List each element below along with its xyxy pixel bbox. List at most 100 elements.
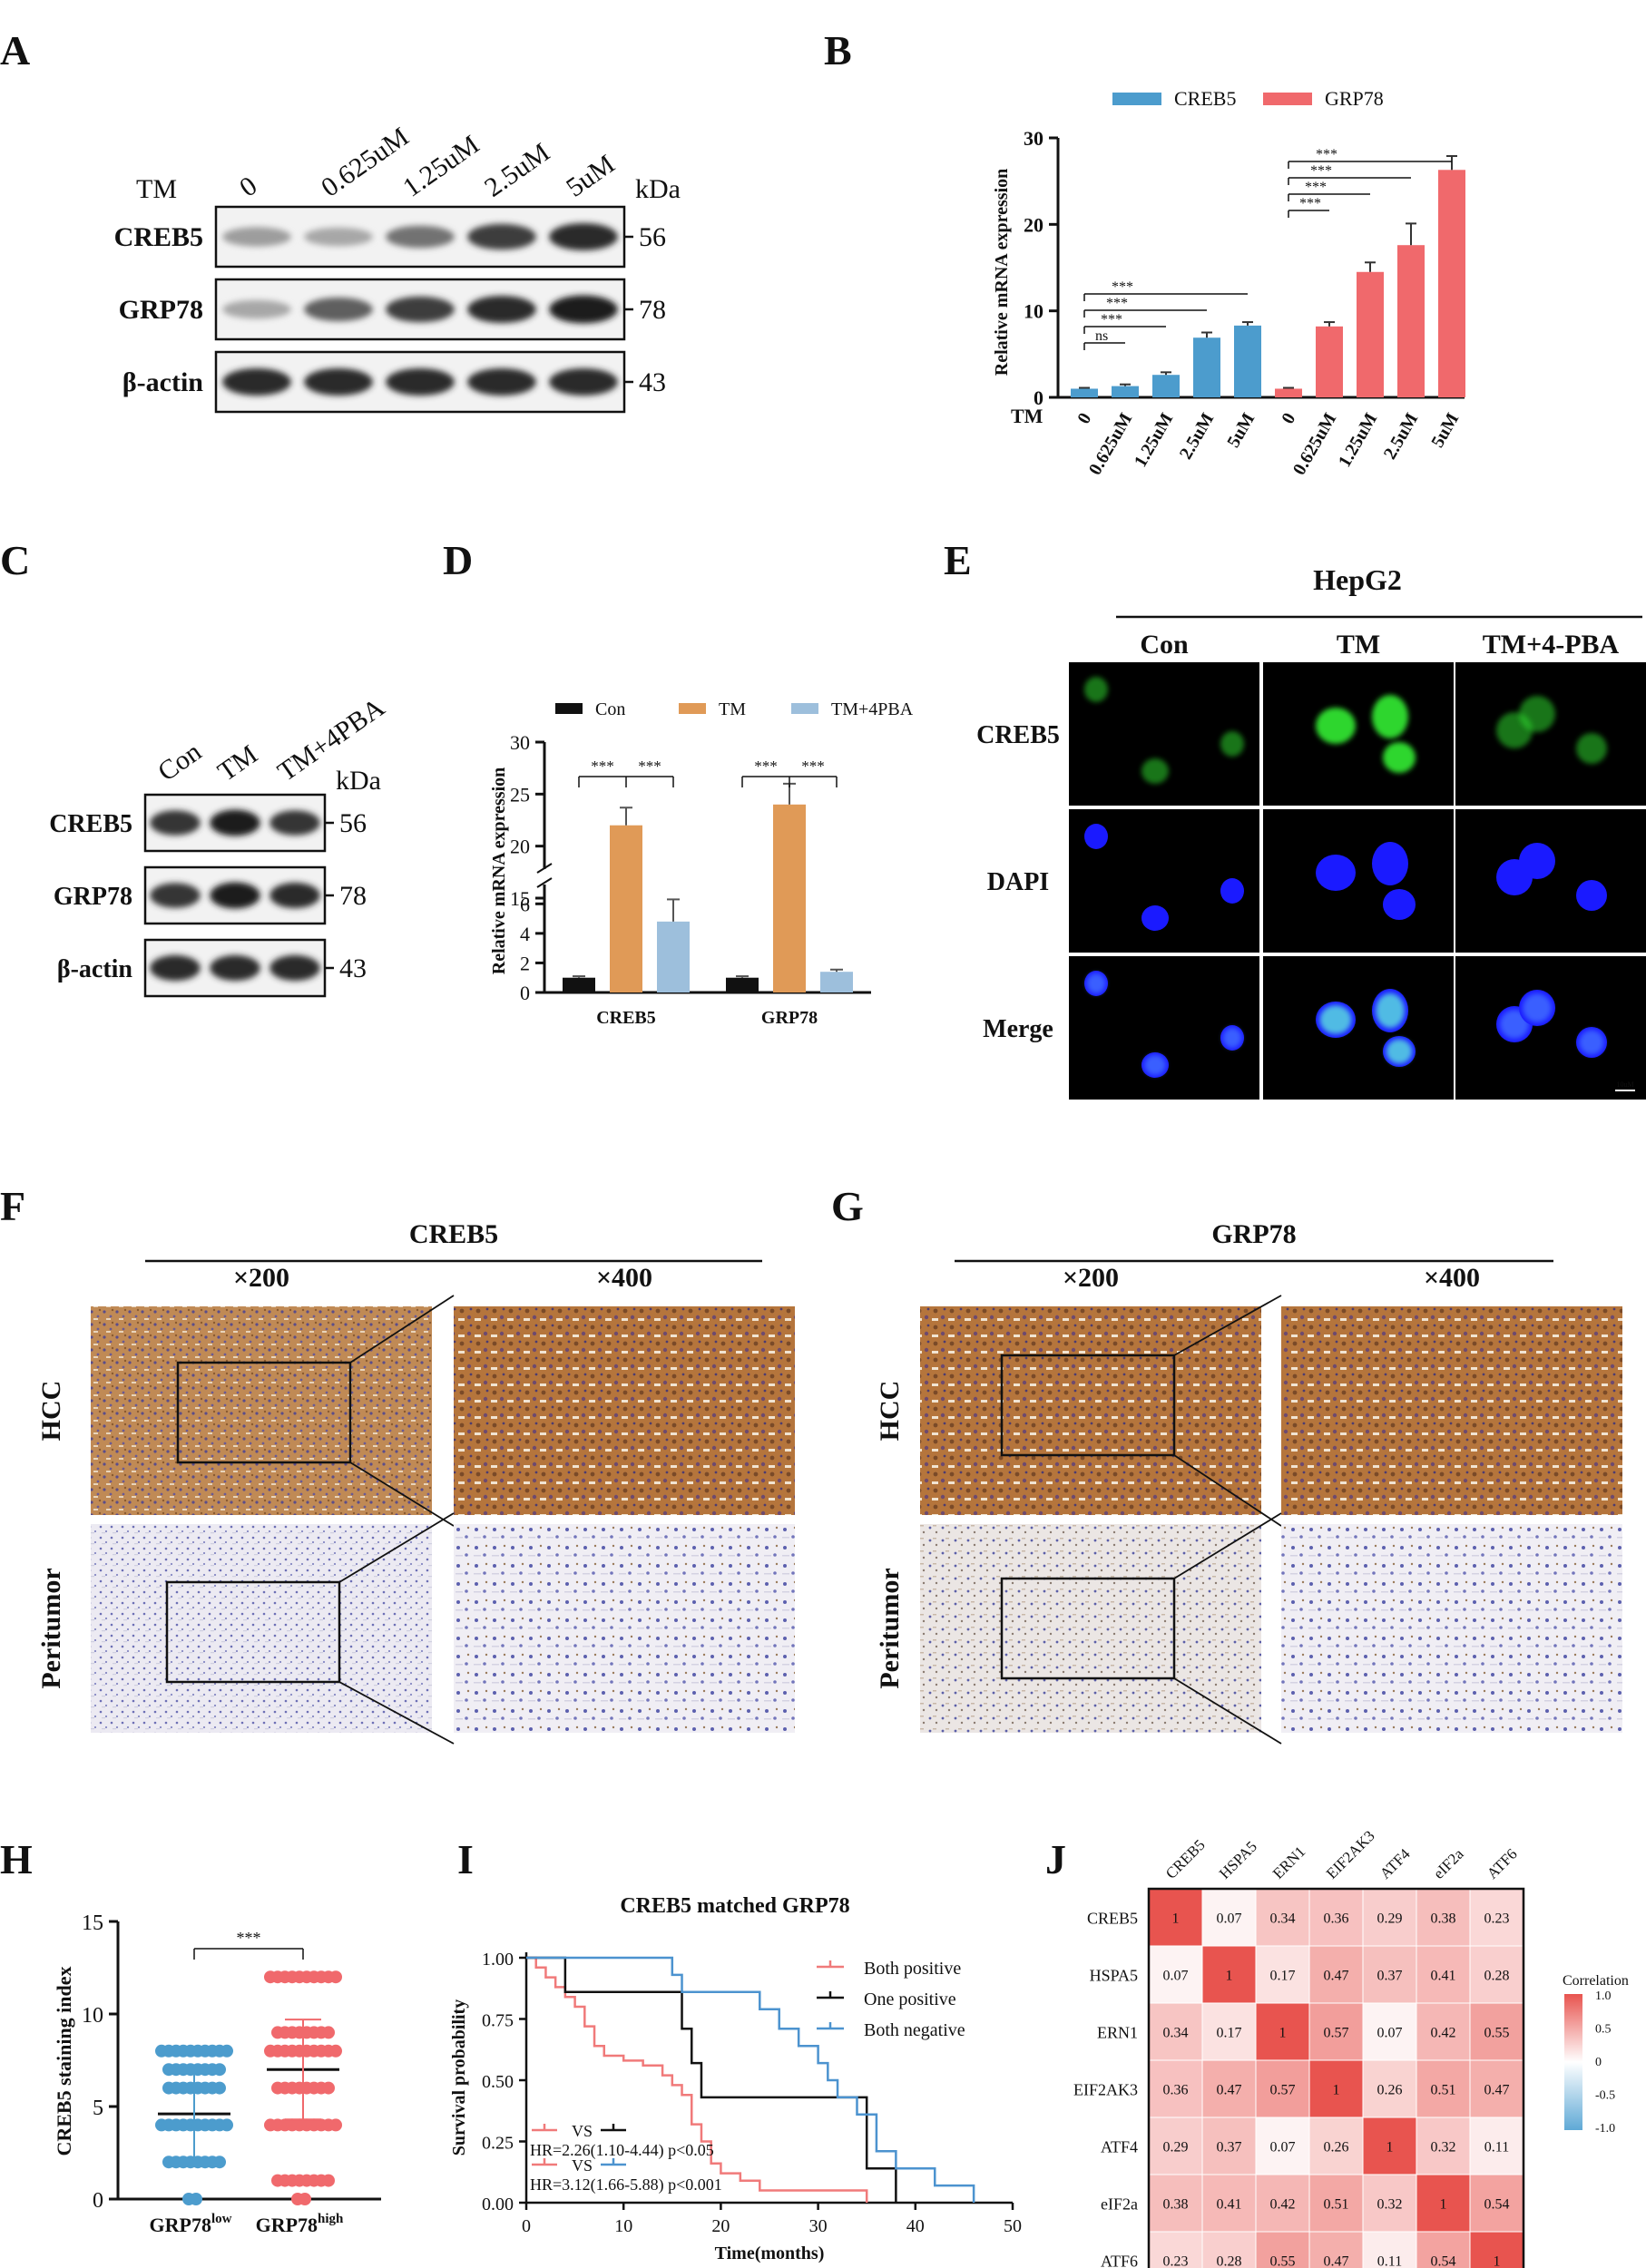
- bar: [1438, 170, 1465, 397]
- bar: [1071, 388, 1098, 397]
- x-tick-label: 50: [1004, 2216, 1022, 2236]
- ihc-row-label: Peritumor: [875, 1568, 905, 1688]
- blot-band: [210, 882, 260, 909]
- ihc-image-high: [1281, 1524, 1622, 1733]
- heatmap-cell: [1255, 2174, 1310, 2233]
- blue-nucleus: [1519, 843, 1555, 879]
- blot-band: [549, 295, 618, 324]
- x-tick-label: 2.5uM: [1176, 409, 1219, 463]
- kda-label: kDa: [336, 766, 381, 796]
- bar: [1357, 271, 1384, 397]
- data-point: [190, 2193, 202, 2205]
- heatmap-value: 0.47: [1324, 2254, 1349, 2268]
- heatmap-row-label: HSPA5: [1090, 1967, 1138, 1985]
- scale-bar-label: 10uM: [1616, 1080, 1633, 1089]
- blot-band: [386, 296, 455, 323]
- sig-label: ***: [1316, 147, 1337, 162]
- heatmap-cell: [1255, 1945, 1310, 2004]
- merge-nucleus: [1222, 1027, 1242, 1049]
- blot-band: [269, 810, 320, 836]
- legend-tick-label: -1.0: [1595, 2122, 1615, 2136]
- ihc-row-label: HCC: [36, 1381, 66, 1442]
- y-tick-label: 6: [520, 893, 530, 915]
- heatmap-col-label: ERN1: [1269, 1843, 1308, 1882]
- heatmap-value: 0.41: [1217, 2197, 1242, 2213]
- heatmap-cell: [1148, 1945, 1203, 2004]
- heatmap-col-label: eIF2a: [1430, 1845, 1467, 1882]
- heatmap-value: 1: [1440, 2197, 1447, 2213]
- ihc-row-label: Peritumor: [36, 1568, 66, 1688]
- sig-label: ***: [591, 758, 614, 775]
- data-point: [213, 2063, 226, 2077]
- legend-label: One positive: [864, 1989, 956, 2009]
- vs-label: VS: [572, 2122, 593, 2140]
- heatmap-value: 0.55: [1270, 2254, 1296, 2268]
- sig-label: ***: [754, 758, 778, 775]
- km-curve: [526, 1956, 868, 2203]
- panel-letter-d: D: [443, 537, 473, 583]
- y-tick-label: 0.00: [482, 2195, 514, 2214]
- lane-label: 1.25uM: [397, 130, 485, 203]
- heatmap-value: 0.34: [1163, 2026, 1189, 2041]
- heatmap-value: 0.28: [1484, 1969, 1510, 1984]
- if-column-label: TM+4-PBA: [1483, 630, 1620, 660]
- blot-band: [467, 295, 536, 324]
- data-point: [220, 2044, 233, 2058]
- blot-band: [150, 883, 201, 908]
- panel-letter-f: F: [0, 1183, 25, 1229]
- data-point: [322, 2174, 335, 2187]
- heatmap-cell: [1469, 1888, 1524, 1947]
- heatmap-col-label: EIF2AK3: [1323, 1827, 1378, 1882]
- bar: [1316, 326, 1343, 397]
- sig-label: ***: [237, 1929, 261, 1947]
- heatmap-cell: [1201, 2174, 1257, 2233]
- x-tick-label: 1.25uM: [1131, 409, 1178, 470]
- sig-label: ***: [1310, 163, 1332, 179]
- legend-tick-label: 0: [1595, 2056, 1602, 2069]
- ihc-image-high: [454, 1524, 795, 1733]
- tm-axis-label: TM: [1011, 405, 1043, 427]
- lane-label: TM: [212, 739, 263, 787]
- merge-nucleus: [1386, 1039, 1413, 1064]
- if-row-label: Merge: [983, 1015, 1053, 1043]
- panel-letter-b: B: [824, 27, 852, 73]
- heatmap-cell: [1308, 2002, 1364, 2061]
- y-tick-label: 25: [510, 783, 530, 806]
- x-tick-label: 2.5uM: [1380, 409, 1423, 463]
- data-point: [220, 2118, 233, 2132]
- green-nucleus: [1383, 742, 1416, 773]
- blot-band: [150, 810, 201, 836]
- merge-nucleus: [1144, 1054, 1166, 1076]
- legend-swatch: [679, 703, 706, 714]
- x-tick-label: 0: [522, 2216, 531, 2236]
- merge-nucleus: [1376, 992, 1405, 1029]
- zoom-line: [1173, 1295, 1282, 1356]
- lane-label: 5uM: [561, 149, 620, 203]
- heatmap-cell: [1308, 2231, 1364, 2268]
- y-tick-label: 10: [1024, 300, 1043, 323]
- heatmap-value: 0.55: [1484, 2026, 1510, 2041]
- heatmap-value: 0.17: [1217, 2026, 1242, 2041]
- zoom-line: [349, 1461, 455, 1527]
- heatmap-value: 0.51: [1324, 2197, 1349, 2213]
- bar: [1397, 245, 1425, 397]
- kda-value: 78: [639, 295, 666, 325]
- y-tick-label: 5: [93, 2097, 103, 2120]
- heatmap-cell: [1255, 2059, 1310, 2118]
- heatmap-value: 0.23: [1163, 2254, 1189, 2268]
- x-group-label: GRP78low: [150, 2212, 232, 2236]
- y-tick-label: 0.50: [482, 2072, 514, 2092]
- heatmap-frame: [1147, 1887, 1525, 2268]
- x-axis-label: Time(months): [715, 2244, 825, 2263]
- heatmap-cell: [1148, 2231, 1203, 2268]
- legend-label: Both positive: [864, 1959, 961, 1979]
- kda-value: 56: [639, 222, 666, 252]
- y-tick-label: 0.75: [482, 2011, 514, 2031]
- legend-swatch: [555, 703, 583, 714]
- panel-letter-g: G: [831, 1183, 864, 1229]
- heatmap-value: 0.37: [1377, 1969, 1403, 1984]
- sig-label: ***: [1299, 196, 1321, 211]
- heatmap-cell: [1416, 2116, 1471, 2175]
- panel-letter-j: J: [1045, 1836, 1066, 1882]
- merge-nucleus: [1579, 1030, 1604, 1055]
